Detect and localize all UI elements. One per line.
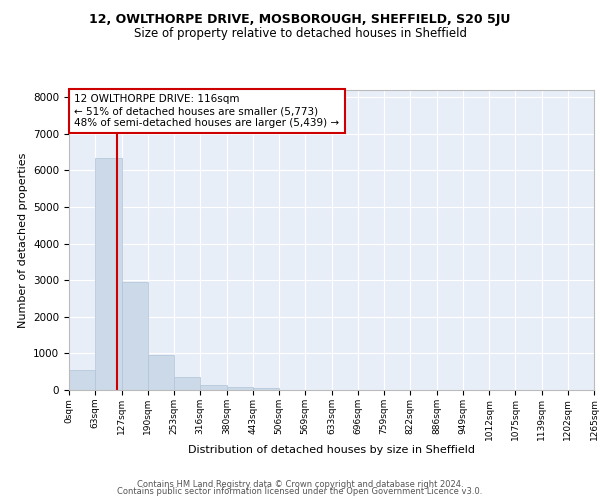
Bar — [95, 158, 122, 390]
Bar — [69, 370, 95, 390]
Text: Size of property relative to detached houses in Sheffield: Size of property relative to detached ho… — [133, 28, 467, 40]
Text: 12 OWLTHORPE DRIVE: 116sqm
← 51% of detached houses are smaller (5,773)
48% of s: 12 OWLTHORPE DRIVE: 116sqm ← 51% of deta… — [74, 94, 340, 128]
Bar — [122, 282, 148, 390]
Bar — [174, 377, 200, 390]
Bar — [200, 384, 227, 390]
Text: 12, OWLTHORPE DRIVE, MOSBOROUGH, SHEFFIELD, S20 5JU: 12, OWLTHORPE DRIVE, MOSBOROUGH, SHEFFIE… — [89, 12, 511, 26]
Text: Contains HM Land Registry data © Crown copyright and database right 2024.: Contains HM Land Registry data © Crown c… — [137, 480, 463, 489]
Y-axis label: Number of detached properties: Number of detached properties — [17, 152, 28, 328]
Bar — [253, 388, 279, 390]
Text: Contains public sector information licensed under the Open Government Licence v3: Contains public sector information licen… — [118, 487, 482, 496]
X-axis label: Distribution of detached houses by size in Sheffield: Distribution of detached houses by size … — [188, 446, 475, 456]
Bar — [227, 386, 253, 390]
Bar — [148, 355, 174, 390]
